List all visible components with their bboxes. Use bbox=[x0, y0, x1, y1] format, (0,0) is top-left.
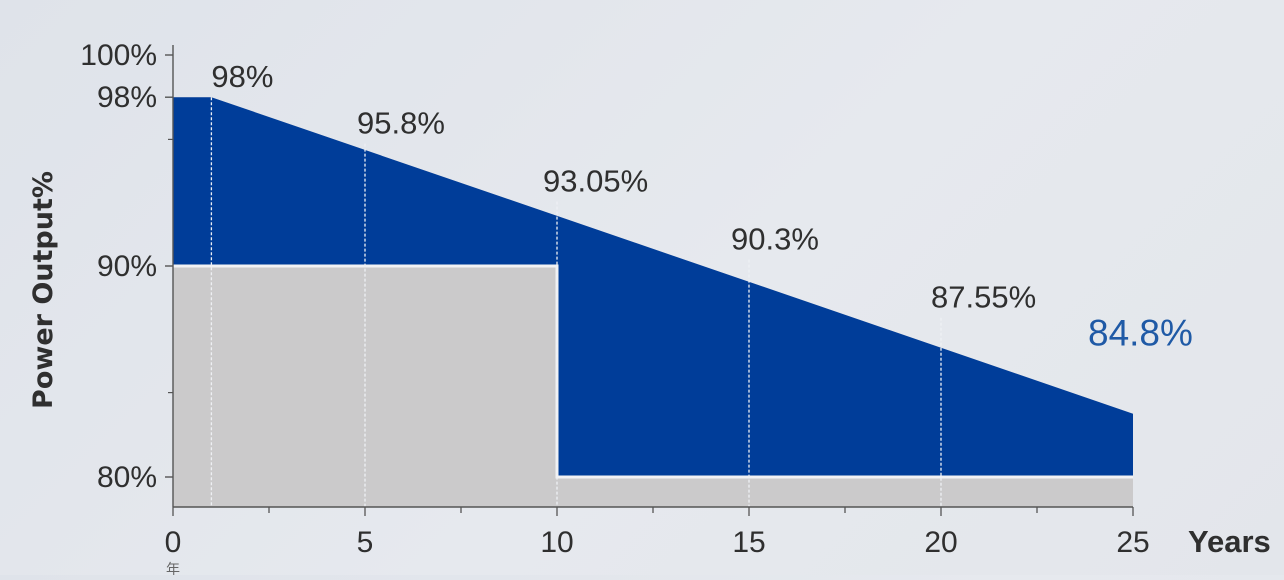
y-axis-title: Power Output% bbox=[28, 171, 59, 409]
x-tick-label: 10 bbox=[540, 526, 573, 559]
data-label: 95.8% bbox=[357, 106, 445, 141]
y-tick-label: 90% bbox=[97, 250, 157, 283]
x-axis-title: Years bbox=[1188, 524, 1271, 559]
data-label: 93.05% bbox=[543, 164, 648, 199]
data-label: 90.3% bbox=[731, 222, 819, 257]
data-label: 87.55% bbox=[931, 280, 1036, 315]
x-tick-label: 20 bbox=[924, 526, 957, 559]
y-tick-label: 80% bbox=[97, 461, 157, 494]
x-tick-label: 0 bbox=[165, 526, 182, 559]
x-tick-label: 25 bbox=[1116, 526, 1149, 559]
data-label: 98% bbox=[211, 59, 273, 94]
linear-warranty-area bbox=[173, 97, 1133, 477]
x-tick-label: 5 bbox=[357, 526, 374, 559]
y-tick-label: 98% bbox=[97, 81, 157, 114]
y-tick-label: 100% bbox=[80, 39, 157, 72]
x-tick-label: 15 bbox=[732, 526, 765, 559]
x-tick-sublabel: 年 bbox=[166, 561, 180, 575]
data-label: 84.8% bbox=[1088, 313, 1193, 354]
